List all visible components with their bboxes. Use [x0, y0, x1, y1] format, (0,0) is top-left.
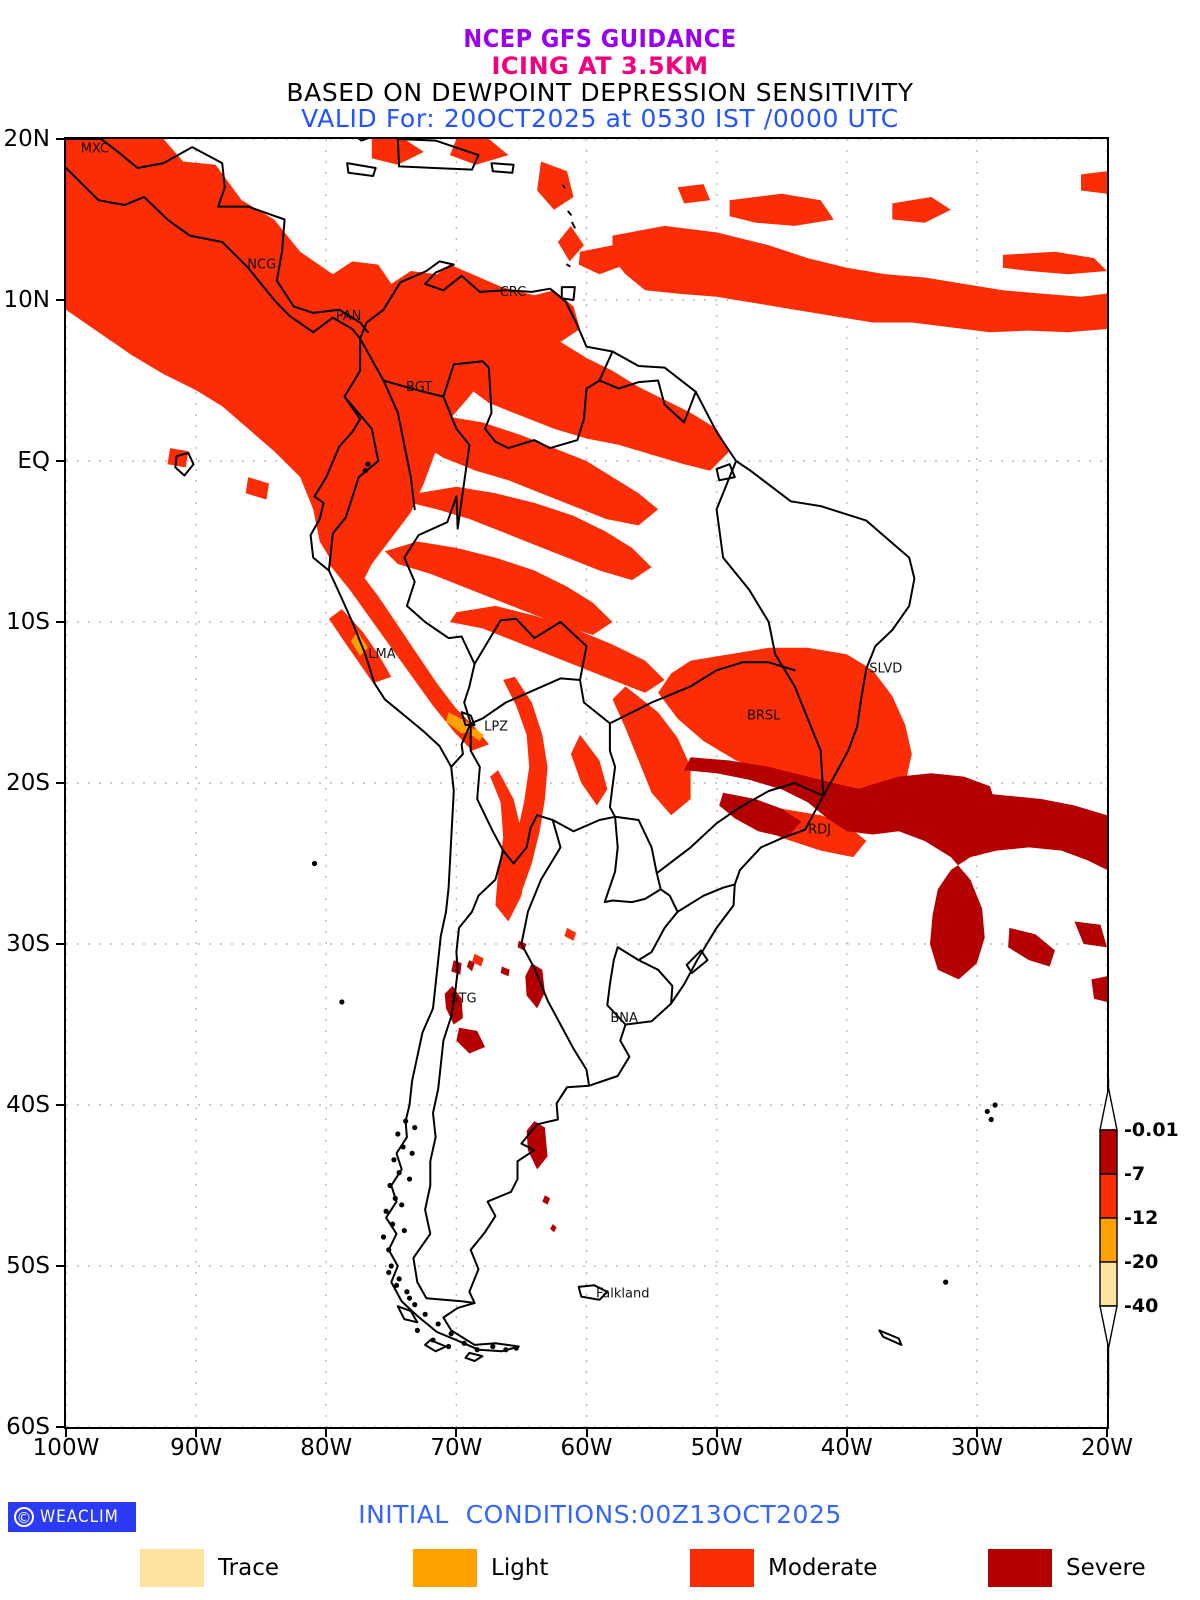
- y-axis-tick: [56, 782, 65, 784]
- x-axis-tick-label: 100W: [32, 1435, 100, 1461]
- y-axis-tick: [56, 460, 65, 462]
- y-axis-tick-label: 10S: [6, 609, 50, 635]
- y-axis-tick: [56, 1104, 65, 1106]
- legend-label: Light: [491, 1555, 549, 1581]
- legend-swatch-moderate: [690, 1549, 754, 1587]
- colorbar-tick-label: -20: [1124, 1251, 1159, 1273]
- x-axis-tick: [195, 1428, 198, 1437]
- icing-map-svg: MXC NCG PAN CRC BGT LMA LPZ BRSL SLVD RDJ STG BNA Fa…: [66, 139, 1107, 1427]
- colorbar-tick-label: -40: [1124, 1295, 1159, 1317]
- colorbar-tick-label: -12: [1124, 1207, 1159, 1229]
- legend-item-moderate: Moderate: [690, 1549, 877, 1587]
- legend-swatch-light: [413, 1549, 477, 1587]
- x-axis-tick-label: 90W: [170, 1435, 223, 1461]
- title-valid-time: VALID For: 20OCT2025 at 0530 IST /0000 U…: [301, 104, 899, 134]
- city-label-ncg: NCG: [247, 258, 276, 273]
- y-axis-tick: [56, 621, 65, 623]
- y-axis-tick-label: 50S: [6, 1253, 50, 1279]
- y-axis-tick-label: 20S: [6, 770, 50, 796]
- y-axis-tick-label: 10N: [3, 287, 50, 313]
- city-label-brsl: BRSL: [747, 708, 781, 723]
- title-product: ICING AT 3.5KM: [491, 51, 709, 80]
- x-axis-tick: [585, 1428, 588, 1437]
- colorbar-tick-label: -7: [1124, 1163, 1146, 1185]
- city-label-rdj: RDJ: [808, 823, 831, 838]
- y-axis-tick: [56, 943, 65, 945]
- y-axis-tick-label: 20N: [3, 126, 50, 152]
- x-axis-tick-label: 50W: [690, 1435, 743, 1461]
- x-axis-tick-label: 40W: [820, 1435, 873, 1461]
- x-axis-tick: [715, 1428, 718, 1437]
- city-label-layer: MXC NCG PAN CRC BGT LMA LPZ BRSL SLVD RDJ STG BNA Fa…: [81, 142, 903, 1302]
- city-label-pan: PAN: [336, 309, 362, 324]
- y-axis-tick: [56, 299, 65, 301]
- legend-label: Severe: [1066, 1555, 1146, 1581]
- x-axis-tick-label: 30W: [950, 1435, 1003, 1461]
- city-label-falkland: Falkland: [596, 1286, 649, 1301]
- city-label-lpz: LPZ: [484, 720, 508, 735]
- legend-item-severe: Severe: [988, 1549, 1146, 1587]
- city-label-crc: CRC: [500, 285, 527, 300]
- x-axis-tick: [1106, 1428, 1108, 1437]
- title-basis: BASED ON DEWPOINT DEPRESSION SENSITIVITY: [286, 77, 914, 107]
- x-axis-tick-label: 80W: [300, 1435, 353, 1461]
- city-label-bgt: BGT: [406, 380, 432, 395]
- x-axis-tick-label: 70W: [430, 1435, 483, 1461]
- coastline-layer: [66, 139, 998, 1362]
- colorbar: -0.01 -7 -12 -20 -40: [1097, 1078, 1200, 1398]
- x-axis-tick: [325, 1428, 328, 1437]
- x-axis-tick: [455, 1428, 458, 1437]
- city-label-bna: BNA: [610, 1011, 638, 1026]
- severity-legend: Trace Light Moderate Severe: [0, 1540, 1200, 1596]
- initial-conditions-text: INITIAL CONDITIONS:00Z13OCT2025: [358, 1500, 842, 1529]
- y-axis-tick-label: EQ: [17, 448, 50, 474]
- city-label-lma: LMA: [368, 647, 395, 662]
- copyright-icon: ©: [14, 1507, 34, 1527]
- legend-swatch-trace: [140, 1549, 204, 1587]
- city-label-stg: STG: [450, 992, 476, 1007]
- city-label-slvd: SLVD: [869, 662, 902, 677]
- x-axis-tick: [65, 1428, 67, 1437]
- y-axis-tick: [56, 1265, 65, 1267]
- x-axis-tick-label: 60W: [560, 1435, 613, 1461]
- title-block: NCEP GFS GUIDANCE ICING AT 3.5KM BASED O…: [0, 26, 1200, 132]
- y-axis-tick-label: 30S: [6, 931, 50, 957]
- legend-item-trace: Trace: [140, 1549, 279, 1587]
- legend-label: Trace: [218, 1555, 280, 1581]
- colorbar-swatches: [1099, 1078, 1118, 1398]
- x-axis-tick: [975, 1428, 978, 1437]
- weaclim-logo-text: WEACLIM: [40, 1507, 119, 1527]
- legend-label: Moderate: [768, 1555, 878, 1581]
- legend-item-light: Light: [413, 1549, 548, 1587]
- colorbar-tick-label: -0.01: [1124, 1119, 1179, 1141]
- weaclim-logo[interactable]: © WEACLIM: [8, 1502, 136, 1532]
- y-axis-tick-label: 40S: [6, 1092, 50, 1118]
- legend-swatch-severe: [988, 1549, 1052, 1587]
- y-axis-tick-label: 60S: [6, 1414, 50, 1440]
- y-axis-tick: [56, 138, 65, 140]
- x-axis-tick: [845, 1428, 848, 1437]
- title-agency: NCEP GFS GUIDANCE: [463, 24, 737, 53]
- map-plot-area[interactable]: MXC NCG PAN CRC BGT LMA LPZ BRSL SLVD RDJ STG BNA Fa…: [64, 137, 1109, 1429]
- x-axis-tick-label: 20W: [1080, 1435, 1134, 1461]
- city-label-mxc: MXC: [81, 142, 109, 157]
- y-axis-tick: [56, 1426, 65, 1428]
